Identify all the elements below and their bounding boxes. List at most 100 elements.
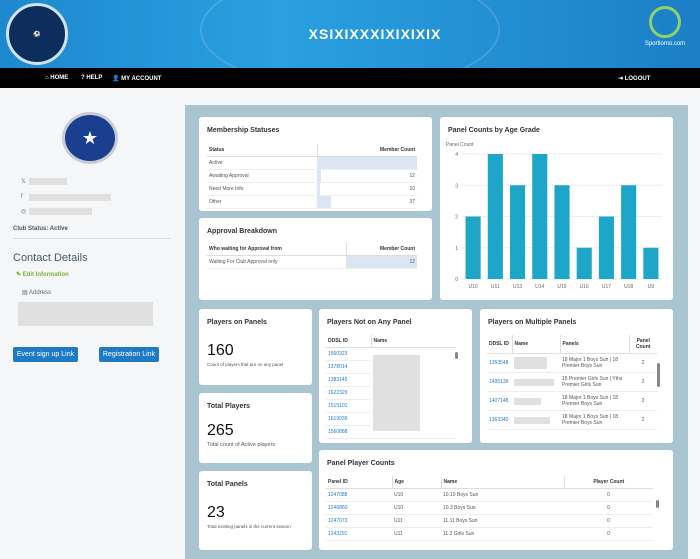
not-on-panel-table: DDSL ID Name 1560323 1378014 1383145 1622… bbox=[326, 335, 456, 439]
player-id-link[interactable]: 1378014 bbox=[326, 360, 371, 374]
player-id-link[interactable]: 1560323 bbox=[326, 347, 371, 361]
col-panels[interactable]: Panels bbox=[559, 335, 629, 354]
nav-home[interactable]: ⌂ HOME bbox=[45, 75, 69, 81]
club-status: Club Status: Active bbox=[13, 226, 68, 232]
x-tick-label: U13 bbox=[513, 284, 522, 290]
nav-help[interactable]: ? HELP bbox=[81, 75, 103, 81]
col-status[interactable]: Status bbox=[207, 144, 318, 157]
table-row: Waiting For Club Approval only 12 bbox=[207, 255, 417, 269]
player-id-link[interactable]: 1622329 bbox=[326, 386, 371, 400]
header-banner: ⚽ XSIXIXXXIXIXIXIX Sportlomo.com bbox=[0, 0, 700, 68]
col-who-waiting[interactable]: Who waiting for Approval from bbox=[207, 243, 347, 256]
card-title: Total Players bbox=[207, 403, 251, 410]
col-ddsl-id[interactable]: DDSL ID bbox=[487, 335, 512, 354]
y-tick-label: 0 bbox=[455, 277, 458, 283]
bar-U10[interactable] bbox=[465, 216, 481, 280]
table-row: Active bbox=[207, 156, 417, 170]
edit-information-link[interactable]: ✎ Edit Information bbox=[16, 271, 69, 278]
panel-id-link[interactable]: 1246860 bbox=[326, 501, 392, 515]
player-id-link[interactable]: 1383145 bbox=[326, 373, 371, 387]
panel-player-counts-card: Panel Player Counts Panel ID Age Name Playe… bbox=[319, 450, 673, 550]
player-id-link[interactable]: 1515101 bbox=[326, 399, 371, 413]
bar-U17[interactable] bbox=[598, 216, 614, 280]
address-card-icon: ▤ bbox=[22, 290, 30, 296]
panel-id-link[interactable]: 1247088 bbox=[326, 488, 392, 502]
panel-counts-chart-card: Panel Counts by Age Grade Panel Count 0 1… bbox=[440, 117, 673, 300]
col-name[interactable]: Name bbox=[370, 335, 456, 348]
x-tick-label: U9 bbox=[648, 284, 655, 290]
scrollbar[interactable] bbox=[657, 363, 660, 387]
chart-title: Panel Counts by Age Grade bbox=[448, 127, 540, 134]
player-id-link[interactable]: 1560888 bbox=[326, 425, 371, 439]
nav-logout[interactable]: ⇥ LOGOUT bbox=[618, 76, 651, 82]
registration-link-button[interactable]: Registration Link bbox=[99, 347, 159, 362]
y-tick-label: 1 bbox=[455, 246, 458, 252]
membership-statuses-card: Membership Statuses Status Member Count A… bbox=[199, 117, 432, 211]
stat-caption: Count of players that are on any panel bbox=[207, 362, 284, 367]
col-panel-count[interactable]: Panel Count bbox=[628, 335, 657, 354]
bar-U14[interactable] bbox=[532, 154, 548, 279]
table-row: 1407148 18 Major 1 Boys Sun | 18 Premier … bbox=[487, 391, 657, 411]
bar-U13[interactable] bbox=[510, 185, 526, 279]
card-title: Players Not on Any Panel bbox=[327, 319, 412, 326]
col-name[interactable]: Name bbox=[511, 335, 560, 354]
panel-counts-table: Panel ID Age Name Player Count 1247088 U10 10… bbox=[326, 476, 653, 541]
address-text: Address bbox=[29, 290, 52, 296]
x-tick-label: U10 bbox=[469, 284, 478, 290]
scrollbar[interactable] bbox=[656, 500, 659, 508]
divider bbox=[13, 238, 171, 239]
nav-bar: ⌂ HOME ? HELP 👤 MY ACCOUNT ⇥ LOGOUT bbox=[0, 68, 700, 88]
y-tick-label: 3 bbox=[455, 183, 458, 189]
bar-U16[interactable] bbox=[576, 247, 592, 279]
facebook-icon[interactable]: f bbox=[21, 194, 23, 200]
league-logo[interactable]: ⚽ bbox=[6, 3, 68, 65]
address-box bbox=[18, 302, 153, 326]
col-ddsl-id[interactable]: DDSL ID bbox=[326, 335, 371, 348]
bar-U9[interactable] bbox=[643, 247, 659, 279]
table-row: 1560888 bbox=[326, 425, 456, 439]
col-name[interactable]: Name bbox=[440, 476, 564, 489]
table-row: 1622329 bbox=[326, 386, 456, 400]
total-panels-card: Total Panels 23 Total existing panels in… bbox=[199, 471, 312, 550]
bar-U18[interactable] bbox=[621, 185, 637, 279]
event-signup-button[interactable]: Event sign up Link bbox=[13, 347, 78, 362]
stat-value: 265 bbox=[207, 422, 234, 439]
col-member-count[interactable]: Member Count bbox=[345, 243, 417, 256]
card-title: Panel Player Counts bbox=[327, 460, 395, 467]
stat-value: 160 bbox=[207, 342, 234, 359]
table-row: 1363340 18 Major 1 Boys Sun | 18 Premier … bbox=[487, 410, 657, 430]
sportlomo-logo[interactable]: Sportlomo.com bbox=[640, 6, 690, 47]
table-row: 1247088 U10 10.10 Boys Sun 0 bbox=[326, 488, 653, 502]
player-id-link[interactable]: 1619039 bbox=[326, 412, 371, 426]
panel-id-link[interactable]: 1247073 bbox=[326, 514, 392, 528]
players-not-on-panel-card: Players Not on Any Panel DDSL ID Name 156… bbox=[319, 309, 472, 443]
table-row: 1383145 bbox=[326, 373, 456, 387]
table-row: 1243291 U11 11.2 Girls Sun 0 bbox=[326, 527, 653, 541]
table-row: Awaiting Approval 12 bbox=[207, 169, 417, 183]
table-row: 1353548 18 Major 1 Boys Sun | 18 Premier … bbox=[487, 353, 657, 373]
x-tick-label: U15 bbox=[557, 284, 566, 290]
nav-my-account[interactable]: 👤 MY ACCOUNT bbox=[112, 76, 162, 82]
col-age[interactable]: Age bbox=[391, 476, 441, 489]
player-id-link[interactable]: 1407148 bbox=[487, 391, 512, 411]
card-title: Total Panels bbox=[207, 481, 248, 488]
bar-U15[interactable] bbox=[554, 185, 570, 279]
bar-U11[interactable] bbox=[487, 154, 503, 279]
col-player-count[interactable]: Player Count bbox=[563, 476, 653, 489]
panel-id-link[interactable]: 1243291 bbox=[326, 527, 392, 541]
player-id-link[interactable]: 1353548 bbox=[487, 353, 512, 373]
x-icon[interactable]: 𝕏 bbox=[21, 179, 26, 185]
edit-icon: ✎ bbox=[16, 272, 23, 278]
scrollbar[interactable] bbox=[455, 352, 458, 359]
stat-caption: Total existing panels in the current sea… bbox=[207, 524, 291, 529]
col-member-count[interactable]: Member Count bbox=[316, 144, 417, 157]
players-on-panels-card: Players on Panels 160 Count of players t… bbox=[199, 309, 312, 385]
stat-value: 23 bbox=[207, 504, 225, 521]
instagram-icon[interactable]: ◎ bbox=[21, 209, 27, 215]
card-title: Players on Panels bbox=[207, 319, 267, 326]
stat-caption: Total count of Active players bbox=[207, 442, 276, 448]
contact-details-heading: Contact Details bbox=[13, 252, 88, 264]
player-id-link[interactable]: 1495139 bbox=[487, 372, 512, 392]
col-panel-id[interactable]: Panel ID bbox=[326, 476, 392, 489]
player-id-link[interactable]: 1363340 bbox=[487, 410, 512, 430]
